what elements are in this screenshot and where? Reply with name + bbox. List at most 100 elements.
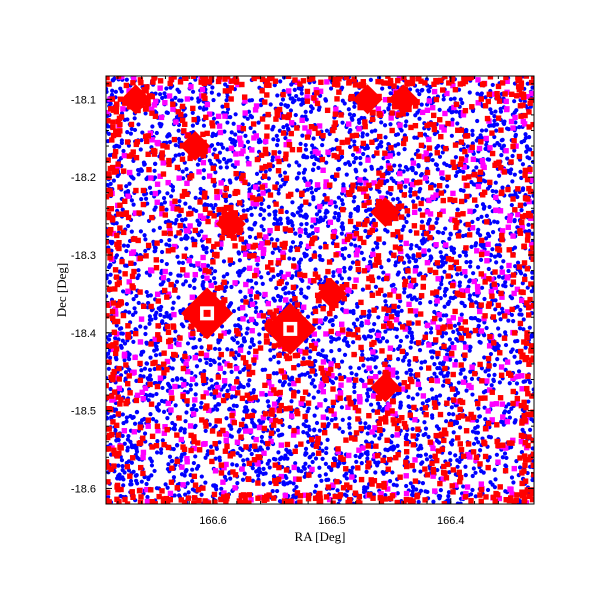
data-point bbox=[356, 366, 362, 371]
data-point bbox=[243, 294, 248, 300]
data-point bbox=[457, 459, 462, 464]
data-point bbox=[514, 381, 520, 386]
data-point bbox=[148, 456, 153, 461]
data-point bbox=[418, 469, 423, 474]
data-point bbox=[442, 304, 447, 309]
data-point bbox=[259, 391, 265, 397]
data-point bbox=[173, 143, 178, 148]
data-point bbox=[106, 273, 109, 278]
data-point bbox=[445, 301, 450, 306]
data-point bbox=[484, 128, 489, 133]
data-point bbox=[300, 133, 305, 138]
data-point bbox=[437, 366, 442, 371]
data-point bbox=[352, 194, 357, 200]
data-point bbox=[139, 168, 144, 173]
data-point bbox=[245, 326, 250, 331]
data-point bbox=[242, 338, 247, 344]
data-point bbox=[148, 412, 153, 417]
data-point bbox=[471, 278, 477, 285]
data-point bbox=[354, 247, 361, 253]
data-point bbox=[136, 300, 141, 306]
data-point bbox=[408, 189, 413, 194]
data-point bbox=[461, 484, 466, 489]
data-point bbox=[162, 268, 168, 275]
data-point bbox=[214, 194, 221, 201]
data-point bbox=[233, 170, 239, 177]
data-point bbox=[313, 187, 319, 193]
data-point bbox=[498, 372, 505, 378]
data-point bbox=[512, 172, 517, 177]
data-point bbox=[335, 488, 340, 493]
data-point bbox=[443, 242, 449, 248]
data-point bbox=[178, 428, 183, 433]
data-point bbox=[190, 487, 195, 492]
data-point bbox=[397, 163, 403, 168]
data-point bbox=[522, 273, 528, 278]
data-point bbox=[316, 123, 323, 129]
data-point bbox=[294, 93, 299, 99]
data-point bbox=[510, 153, 515, 159]
data-point bbox=[347, 162, 353, 167]
data-point bbox=[281, 481, 286, 487]
data-point bbox=[380, 470, 385, 475]
data-point bbox=[464, 484, 471, 490]
data-point bbox=[349, 474, 355, 480]
data-point bbox=[249, 278, 254, 283]
data-point bbox=[223, 198, 229, 204]
data-point bbox=[420, 393, 427, 399]
data-point bbox=[333, 416, 338, 421]
data-point bbox=[423, 431, 428, 437]
data-point bbox=[119, 331, 124, 336]
data-point bbox=[125, 288, 131, 294]
data-point bbox=[493, 298, 498, 303]
data-point bbox=[257, 466, 262, 471]
data-point bbox=[171, 300, 176, 305]
data-point bbox=[180, 267, 186, 273]
data-point bbox=[200, 263, 207, 269]
data-point bbox=[474, 165, 479, 170]
data-point bbox=[128, 131, 133, 136]
data-point bbox=[166, 462, 171, 467]
data-point bbox=[156, 402, 161, 407]
data-point bbox=[154, 310, 159, 315]
data-point bbox=[398, 400, 403, 405]
data-point bbox=[271, 401, 278, 407]
data-point bbox=[165, 179, 171, 186]
data-point bbox=[412, 308, 419, 314]
data-point bbox=[473, 425, 478, 431]
data-point bbox=[311, 452, 316, 457]
data-point bbox=[375, 106, 382, 112]
data-point bbox=[407, 259, 412, 264]
data-point bbox=[339, 359, 345, 364]
data-point bbox=[108, 272, 113, 277]
data-point bbox=[329, 174, 335, 179]
data-point bbox=[336, 214, 342, 219]
data-point bbox=[521, 379, 526, 384]
data-point bbox=[192, 354, 198, 361]
data-point bbox=[189, 407, 194, 412]
data-point bbox=[448, 232, 453, 237]
data-point bbox=[159, 304, 164, 310]
data-point bbox=[304, 88, 311, 95]
data-point bbox=[368, 334, 374, 339]
data-point bbox=[160, 385, 165, 391]
data-point bbox=[350, 152, 356, 158]
data-point bbox=[171, 157, 176, 162]
data-point bbox=[306, 285, 311, 290]
data-point bbox=[260, 367, 265, 373]
data-point bbox=[387, 345, 394, 351]
data-point bbox=[131, 176, 136, 181]
data-point bbox=[359, 250, 364, 255]
data-point bbox=[188, 387, 193, 392]
data-point bbox=[403, 490, 410, 497]
data-point bbox=[441, 383, 446, 388]
data-point bbox=[114, 438, 119, 443]
data-point bbox=[134, 293, 139, 299]
data-point bbox=[397, 344, 402, 349]
data-point bbox=[224, 165, 229, 170]
data-point bbox=[462, 269, 468, 275]
data-point bbox=[493, 180, 498, 185]
data-point bbox=[161, 409, 167, 414]
data-point bbox=[363, 421, 368, 426]
data-point bbox=[131, 369, 137, 375]
